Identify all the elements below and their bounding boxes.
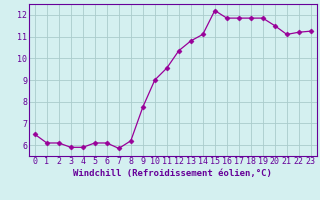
X-axis label: Windchill (Refroidissement éolien,°C): Windchill (Refroidissement éolien,°C) <box>73 169 272 178</box>
